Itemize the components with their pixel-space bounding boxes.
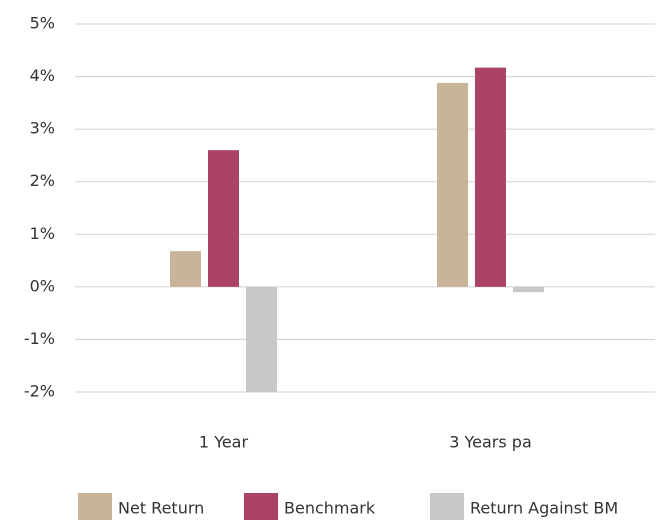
bar (475, 67, 506, 287)
legend-label: Return Against BM (470, 499, 618, 518)
y-tick-label: -2% (24, 382, 55, 401)
bar (513, 286, 544, 293)
bar (246, 286, 277, 392)
y-tick-label: 3% (30, 119, 55, 138)
y-tick-label: 4% (30, 66, 55, 85)
y-tick-label: 1% (30, 224, 55, 243)
bar (208, 150, 239, 287)
y-tick-label: -1% (24, 329, 55, 348)
legend-label: Benchmark (284, 499, 376, 518)
legend-swatch (78, 493, 112, 520)
y-tick-label: 0% (30, 276, 55, 295)
legend-swatch (244, 493, 278, 520)
y-tick-label: 5% (30, 14, 55, 33)
legend-swatch (430, 493, 464, 520)
legend-label: Net Return (118, 499, 204, 518)
x-tick-label: 1 Year (199, 433, 249, 452)
bar (170, 251, 201, 287)
bar (437, 82, 468, 287)
x-tick-label: 3 Years pa (449, 433, 532, 452)
y-tick-label: 2% (30, 171, 55, 190)
